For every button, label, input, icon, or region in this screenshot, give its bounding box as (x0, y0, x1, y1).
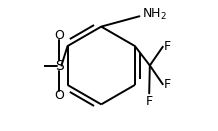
Text: O: O (54, 89, 64, 102)
Text: F: F (164, 78, 171, 91)
Text: F: F (146, 95, 153, 108)
Text: F: F (164, 40, 171, 53)
Text: S: S (55, 59, 63, 72)
Text: NH$_2$: NH$_2$ (142, 7, 167, 22)
Text: O: O (54, 29, 64, 42)
